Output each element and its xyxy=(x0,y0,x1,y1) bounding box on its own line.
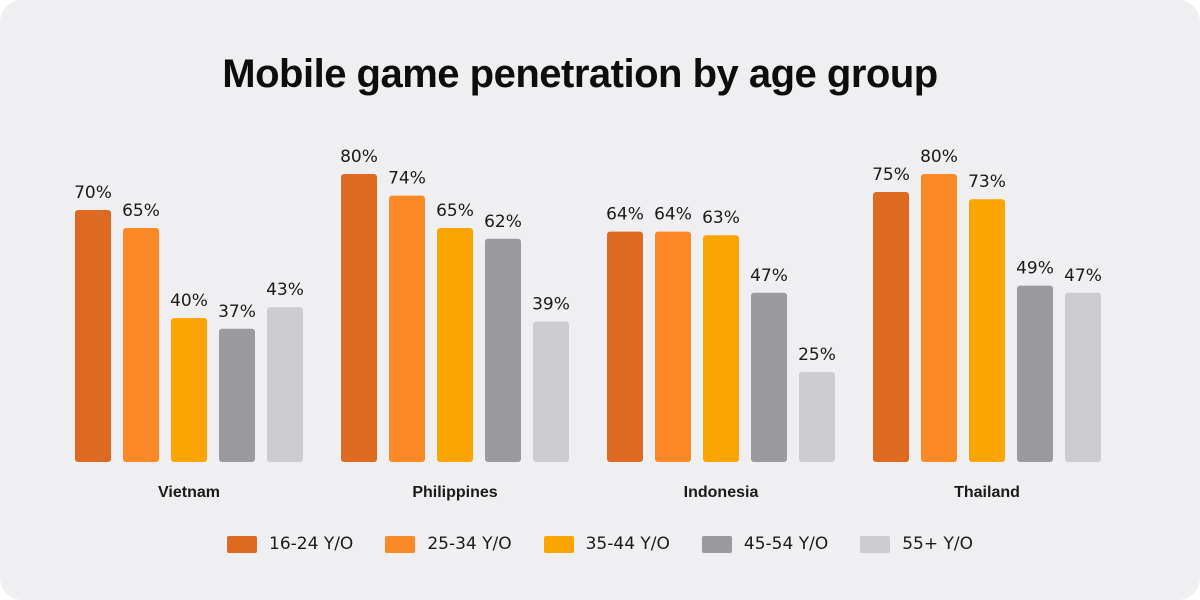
legend-label: 35-44 Y/O xyxy=(585,534,670,554)
data-label-philippines-35-44-y-o: 65% xyxy=(436,201,474,221)
bar-indonesia-16-24-y-o xyxy=(607,231,643,462)
data-label-vietnam-25-34-y-o: 65% xyxy=(122,201,160,221)
bar-thailand-16-24-y-o xyxy=(873,192,909,462)
data-label-philippines-16-24-y-o: 80% xyxy=(340,147,378,167)
category-label-philippines: Philippines xyxy=(412,484,497,501)
data-label-philippines-25-34-y-o: 74% xyxy=(388,169,426,189)
bar-vietnam-45-54-y-o xyxy=(219,328,255,462)
bar-philippines-45-54-y-o xyxy=(485,238,521,462)
data-label-thailand-25-34-y-o: 80% xyxy=(920,147,958,167)
legend-item-45-54-y-o: 45-54 Y/O xyxy=(701,534,829,554)
data-label-thailand-45-54-y-o: 49% xyxy=(1016,259,1054,279)
legend-label: 45-54 Y/O xyxy=(743,534,829,554)
legend-label: 25-34 Y/O xyxy=(427,534,512,554)
chart-title: Mobile game penetration by age group xyxy=(222,52,938,96)
data-label-indonesia-55-y-o: 25% xyxy=(798,345,836,365)
bar-vietnam-16-24-y-o xyxy=(75,210,111,462)
data-label-thailand-35-44-y-o: 73% xyxy=(968,172,1006,192)
data-label-vietnam-45-54-y-o: 37% xyxy=(218,302,256,322)
bar-thailand-45-54-y-o xyxy=(1017,285,1053,462)
chart-legend: 16-24 Y/O 25-34 Y/O 35-44 Y/O 45-54 Y/O 55+ … xyxy=(0,530,1200,558)
legend-swatch xyxy=(227,535,258,553)
legend-item-35-44-y-o: 35-44 Y/O xyxy=(543,534,670,554)
bar-philippines-35-44-y-o xyxy=(437,228,473,462)
data-label-vietnam-35-44-y-o: 40% xyxy=(170,291,208,311)
category-label-indonesia: Indonesia xyxy=(684,484,759,501)
legend-label: 55+ Y/O xyxy=(902,534,973,554)
category-label-vietnam: Vietnam xyxy=(158,484,220,501)
data-label-indonesia-45-54-y-o: 47% xyxy=(750,266,788,286)
data-label-philippines-45-54-y-o: 62% xyxy=(484,212,522,232)
legend-swatch xyxy=(385,535,416,553)
bar-indonesia-25-34-y-o xyxy=(655,231,691,462)
data-label-vietnam-55-y-o: 43% xyxy=(266,280,304,300)
legend-swatch xyxy=(860,535,891,553)
legend-item-25-34-y-o: 25-34 Y/O xyxy=(385,534,512,554)
data-label-indonesia-25-34-y-o: 64% xyxy=(654,205,692,225)
bar-philippines-55-y-o xyxy=(533,321,569,462)
bar-indonesia-35-44-y-o xyxy=(703,235,739,462)
category-label-thailand: Thailand xyxy=(954,484,1020,501)
bar-vietnam-55-y-o xyxy=(267,307,303,462)
legend-swatch xyxy=(543,535,574,553)
legend-swatch xyxy=(701,535,732,553)
data-label-thailand-16-24-y-o: 75% xyxy=(872,165,910,185)
data-label-philippines-55-y-o: 39% xyxy=(532,295,570,315)
legend-item-55-y-o: 55+ Y/O xyxy=(860,534,973,554)
data-label-vietnam-16-24-y-o: 70% xyxy=(74,183,112,203)
legend-item-16-24-y-o: 16-24 Y/O xyxy=(227,534,353,554)
bar-philippines-16-24-y-o xyxy=(341,174,377,462)
bar-thailand-55-y-o xyxy=(1065,292,1101,462)
bar-indonesia-55-y-o xyxy=(799,372,835,462)
bar-thailand-25-34-y-o xyxy=(921,174,957,462)
bar-vietnam-35-44-y-o xyxy=(171,318,207,462)
data-label-indonesia-35-44-y-o: 63% xyxy=(702,208,740,228)
data-label-indonesia-16-24-y-o: 64% xyxy=(606,205,644,225)
bar-vietnam-25-34-y-o xyxy=(123,228,159,462)
data-label-thailand-55-y-o: 47% xyxy=(1064,266,1102,286)
bar-philippines-25-34-y-o xyxy=(389,195,425,462)
bar-indonesia-45-54-y-o xyxy=(751,292,787,462)
bar-thailand-35-44-y-o xyxy=(969,199,1005,462)
legend-label: 16-24 Y/O xyxy=(269,534,354,554)
